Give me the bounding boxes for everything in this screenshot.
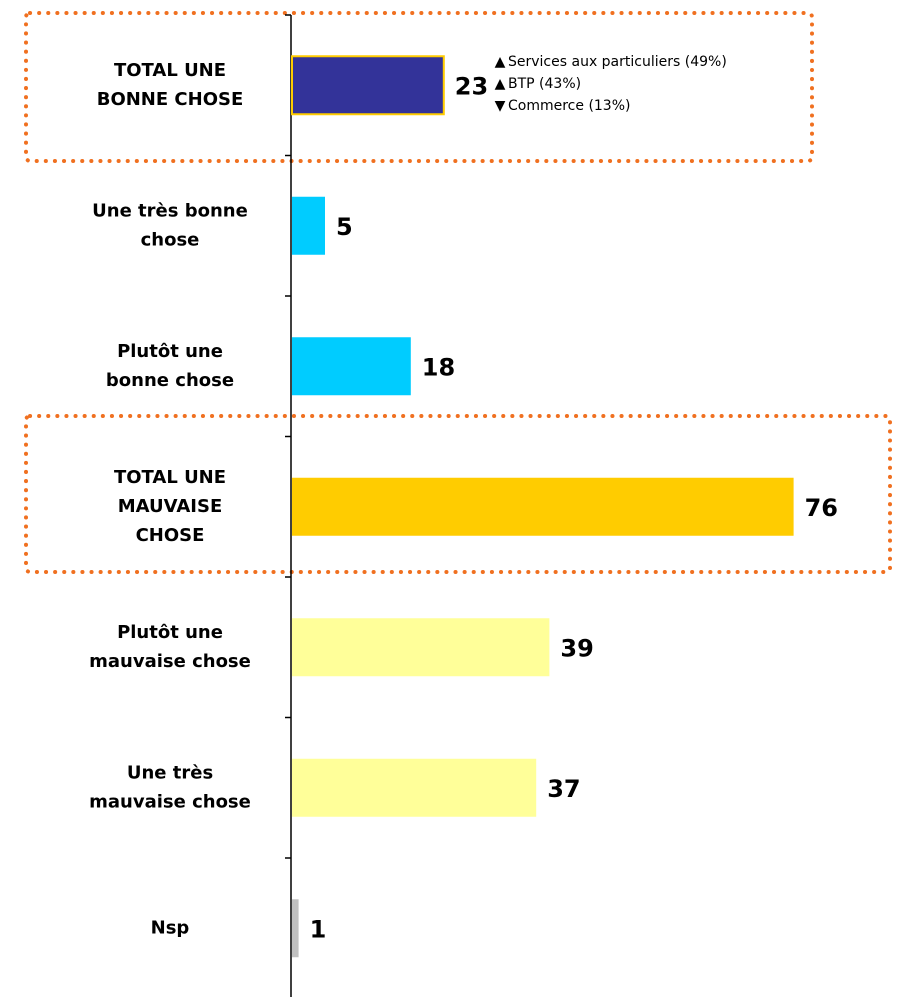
category-label: Plutôt une bonne chose [106, 341, 234, 391]
category-label: Une très bonne chose [92, 200, 248, 250]
category-label-line: MAUVAISE [118, 496, 223, 517]
bar [292, 477, 794, 536]
bar [291, 55, 445, 116]
bar [292, 196, 325, 255]
category-label: Une très mauvaise chose [89, 762, 251, 812]
category-label-line: CHOSE [136, 525, 205, 546]
value-label: 37 [547, 775, 580, 803]
highlight-box [24, 414, 892, 574]
category-label-line: Plutôt une [117, 622, 223, 643]
annotation-marker: ▲ [495, 54, 506, 70]
category-label-line: mauvaise chose [89, 651, 251, 672]
bar [292, 899, 299, 958]
category-label: Nsp [151, 917, 190, 938]
category-label-line: Une très [127, 762, 213, 783]
highlight-box [24, 11, 814, 163]
annotation-text: Services aux particuliers (49%) [508, 54, 727, 70]
value-label: 39 [560, 634, 593, 662]
value-label: 23 [455, 72, 488, 100]
value-label: 18 [422, 353, 455, 381]
category-label-line: bonne chose [106, 370, 234, 391]
category-label-line: BONNE CHOSE [97, 89, 244, 110]
annotation-marker: ▲ [495, 76, 506, 92]
category-label: TOTAL UNE MAUVAISE CHOSE [114, 467, 226, 546]
value-label: 76 [805, 494, 838, 522]
category-label-line: Plutôt une [117, 341, 223, 362]
category-label-line: mauvaise chose [89, 791, 251, 812]
value-label: 1 [310, 915, 327, 943]
category-label-line: Une très bonne [92, 200, 248, 221]
category-label: TOTAL UNE BONNE CHOSE [97, 60, 244, 110]
bar [292, 337, 411, 396]
annotation-text: BTP (43%) [508, 76, 581, 92]
bar [292, 758, 537, 817]
annotation-marker: ▼ [495, 98, 506, 114]
bar [292, 618, 550, 677]
category-label-line: Nsp [151, 917, 190, 938]
category-label: Plutôt une mauvaise chose [89, 622, 251, 672]
category-label-line: chose [141, 229, 200, 250]
value-label: 5 [336, 213, 353, 241]
category-label-line: TOTAL UNE [114, 60, 226, 81]
annotation-text: Commerce (13%) [508, 98, 630, 114]
category-label-line: TOTAL UNE [114, 467, 226, 488]
